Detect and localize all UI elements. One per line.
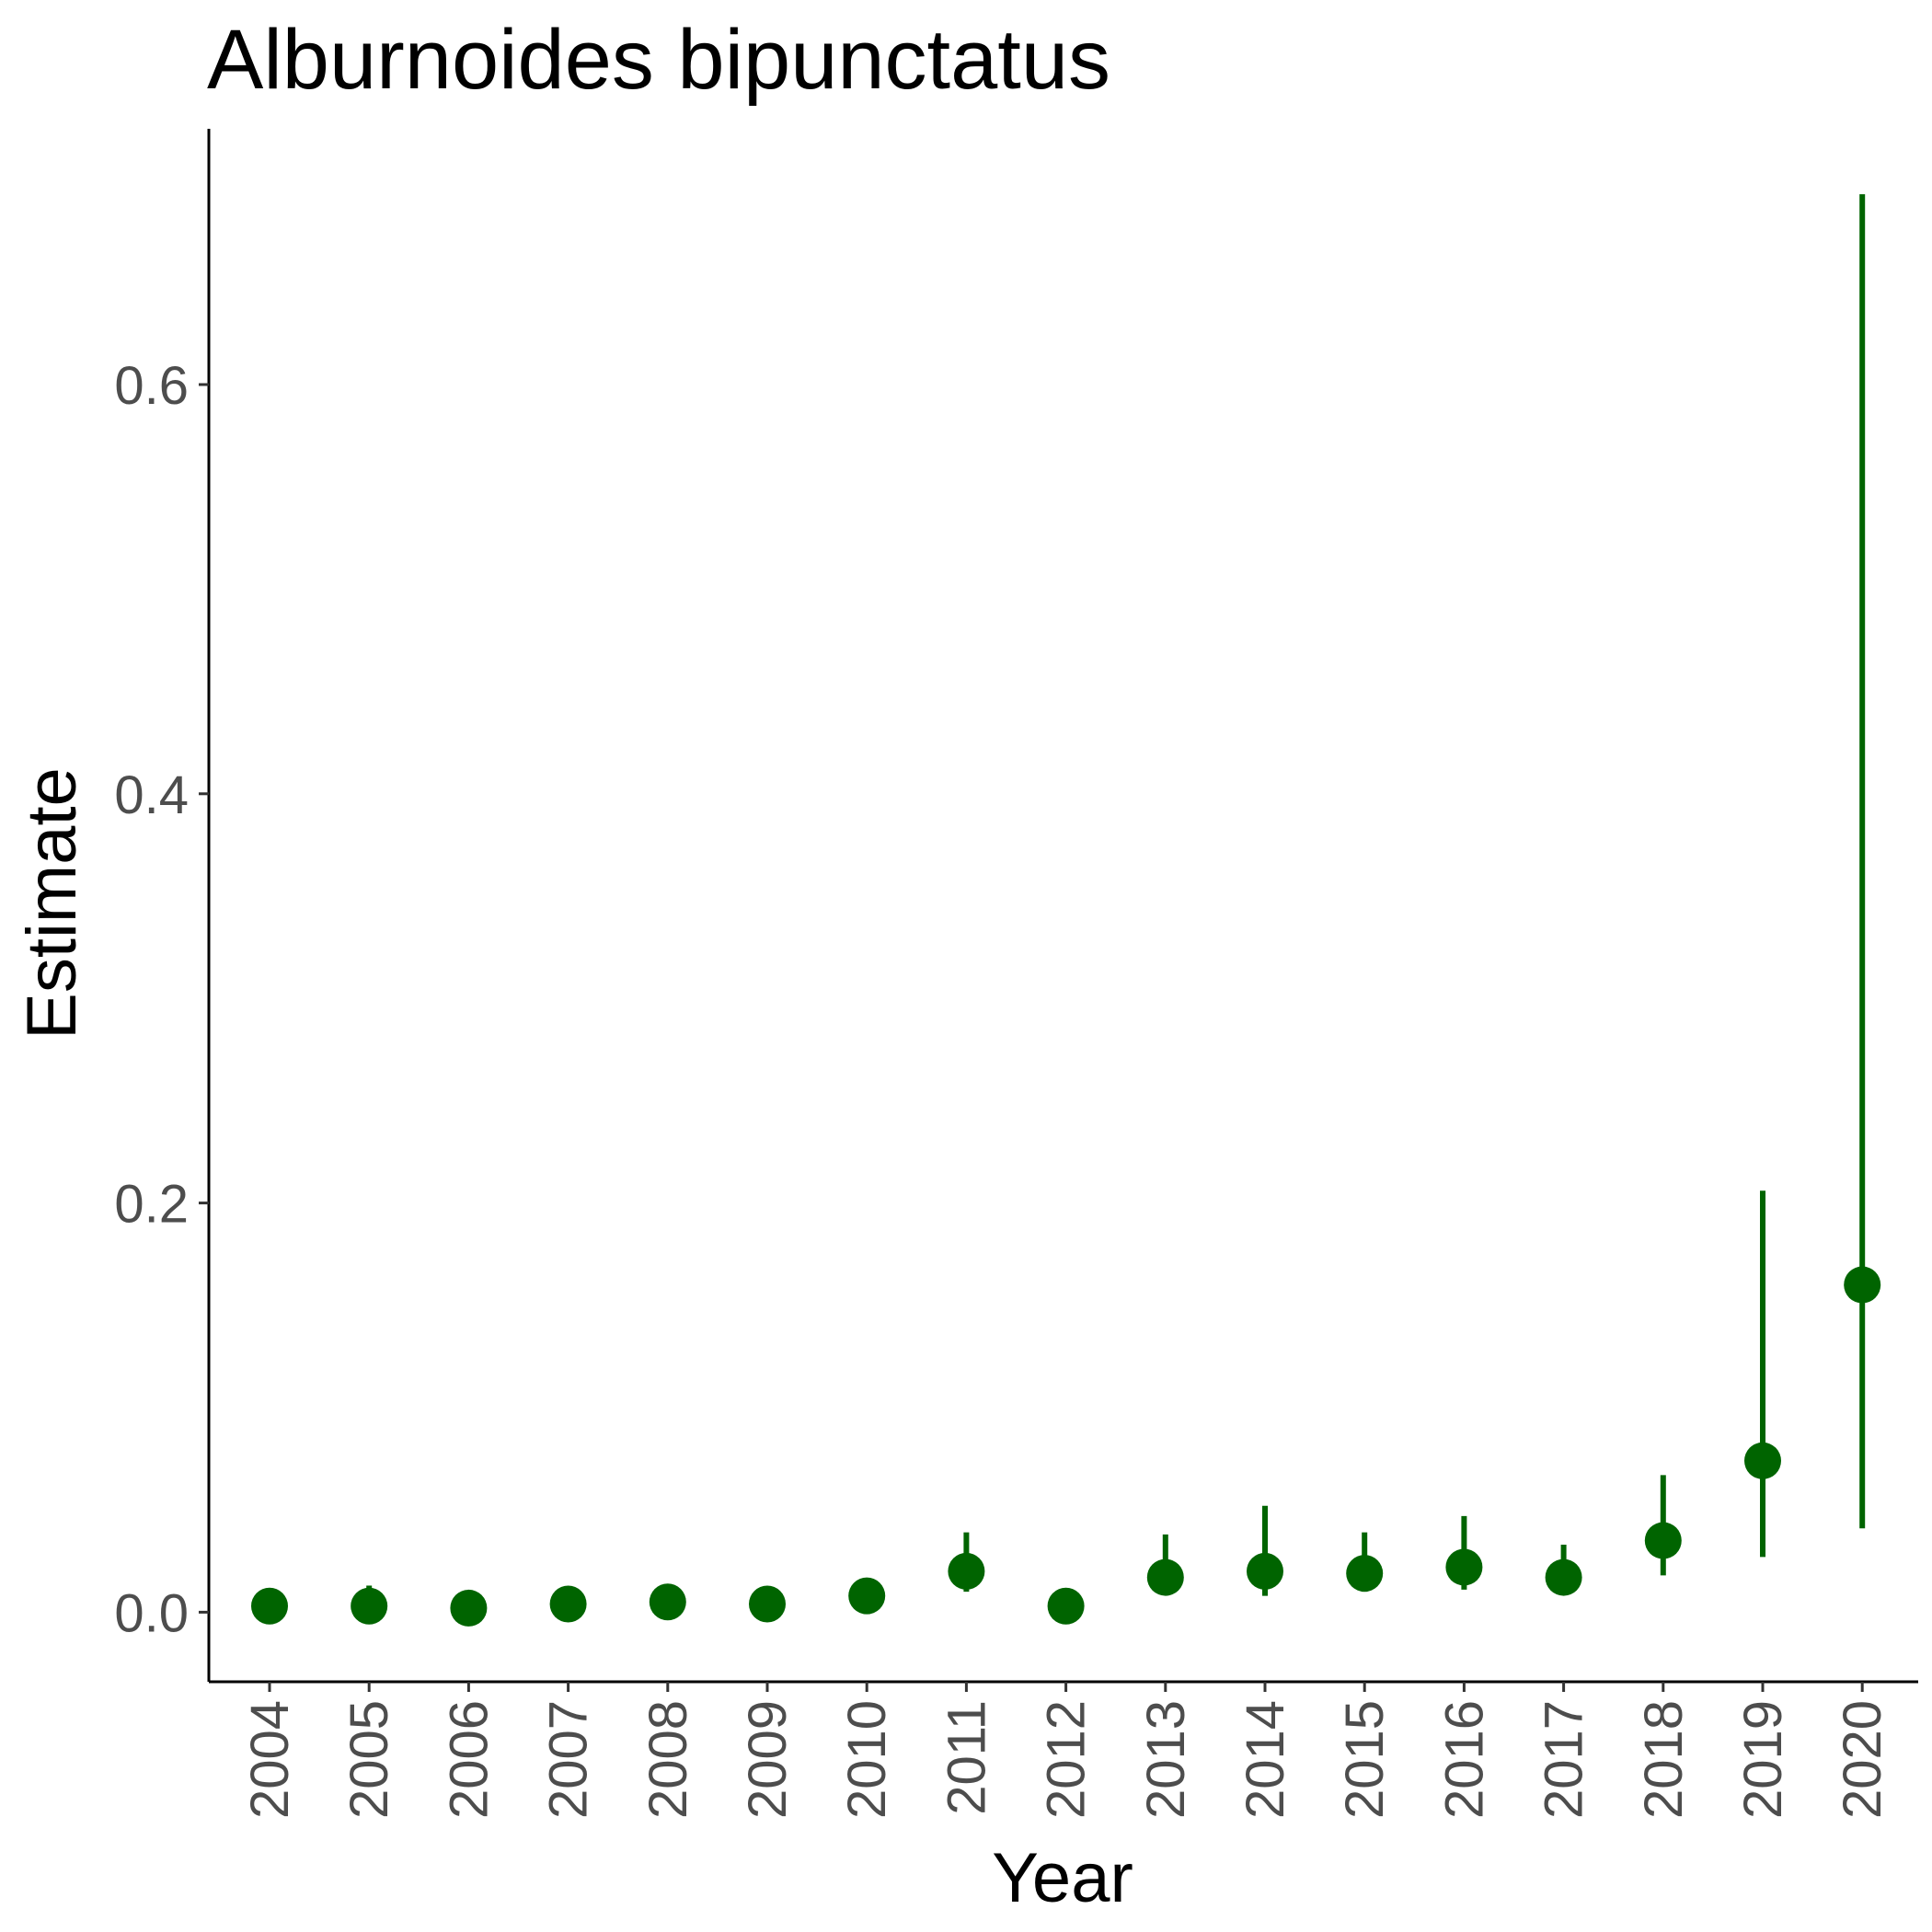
x-tick-label: 2008 xyxy=(638,1700,698,1819)
y-axis-title: Estimate xyxy=(13,767,91,1040)
axes: 0.0 0.2 0.4 0.6 2004 2005 2006 2007 2008 2009 2010… xyxy=(114,129,1918,1819)
x-tick-label: 2018 xyxy=(1634,1700,1694,1819)
x-tick-label: 2006 xyxy=(439,1700,499,1819)
data-point xyxy=(848,1577,886,1615)
y-tick-label: 0.6 xyxy=(114,356,189,416)
y-tick-label: 0.2 xyxy=(114,1175,189,1235)
x-tick-label: 2010 xyxy=(837,1700,897,1819)
data-point xyxy=(1346,1555,1384,1593)
data-point xyxy=(948,1552,985,1590)
x-tick-label: 2016 xyxy=(1434,1700,1494,1819)
data-point xyxy=(1445,1548,1483,1586)
data-point xyxy=(351,1587,388,1625)
x-tick-label: 2012 xyxy=(1037,1700,1097,1819)
x-tick-label: 2019 xyxy=(1733,1700,1793,1819)
x-tick-label: 2004 xyxy=(240,1700,300,1819)
data-point xyxy=(1545,1558,1582,1596)
y-tick-label: 0.0 xyxy=(114,1583,189,1643)
data-point xyxy=(649,1583,686,1621)
data-point xyxy=(1247,1552,1283,1590)
y-tick-label: 0.4 xyxy=(114,765,189,825)
x-tick-label: 2013 xyxy=(1136,1700,1196,1819)
x-tick-label: 2015 xyxy=(1335,1700,1395,1819)
x-tick-label: 2020 xyxy=(1833,1700,1892,1819)
data-point xyxy=(1644,1522,1682,1559)
x-axis-title: Year xyxy=(992,1839,1133,1917)
x-tick-label: 2011 xyxy=(937,1700,996,1815)
x-tick-label: 2014 xyxy=(1236,1700,1295,1819)
data-point xyxy=(1844,1266,1881,1304)
data-point xyxy=(1146,1558,1184,1596)
data-point xyxy=(450,1589,488,1627)
data-point xyxy=(749,1585,786,1623)
x-tick-label: 2007 xyxy=(539,1700,599,1819)
x-tick-label: 2017 xyxy=(1535,1700,1594,1819)
x-tick-label: 2009 xyxy=(738,1700,798,1819)
x-tick-label: 2005 xyxy=(339,1700,399,1819)
data-point xyxy=(1047,1587,1085,1625)
chart-title: Alburnoides bipunctatus xyxy=(207,13,1110,107)
data-marks xyxy=(251,194,1881,1627)
data-point xyxy=(1744,1442,1781,1479)
data-point xyxy=(251,1587,288,1625)
data-point xyxy=(549,1585,587,1623)
